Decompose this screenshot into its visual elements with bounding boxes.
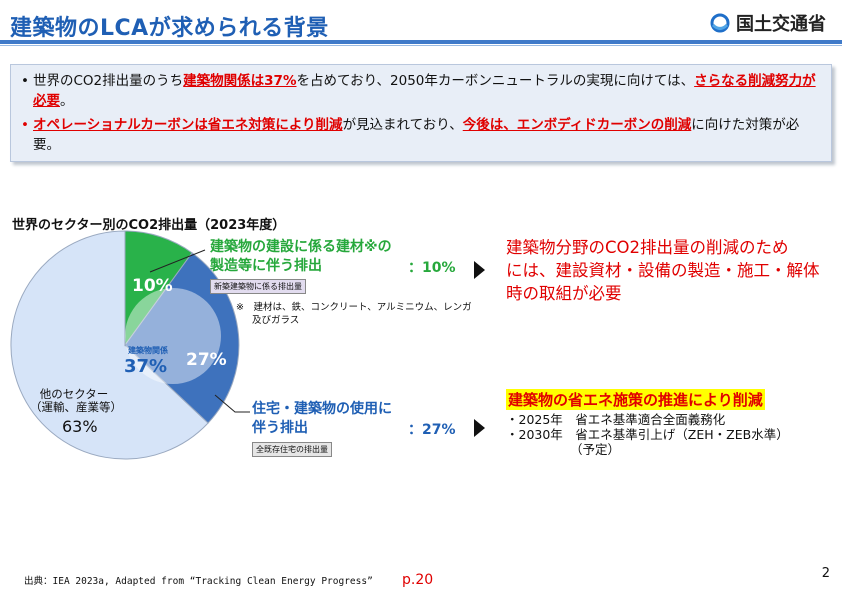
pie-inner-highlight: [125, 288, 221, 384]
materials-callout-line1: 建築物の建設に係る建材※の: [210, 239, 392, 255]
materials-callout: 建築物の建設に係る建材※の 製造等に伴う排出: [210, 238, 392, 276]
usage-callout: 住宅・建築物の使用に 伴う排出: [252, 400, 392, 438]
bullet: •: [21, 117, 29, 133]
other-label-line1: 他のセクター: [39, 387, 109, 401]
title-rule: [0, 40, 842, 44]
pie-slice-other: [10, 230, 209, 460]
usage-tag: 全既存住宅の排出量: [252, 442, 332, 457]
page-title: 建築物のLCAが求められる背景: [10, 16, 329, 41]
pie-slice-usage: [124, 252, 240, 424]
materials-callout-line2: 製造等に伴う排出: [210, 258, 322, 274]
inner-label-text: 建築物関係: [128, 346, 168, 355]
other-value: 63%: [62, 417, 98, 436]
summary-highlight: オペレーショナルカーボンは省エネ対策により削減: [33, 117, 343, 133]
ministry-name: 国土交通省: [736, 14, 826, 35]
materials-note: ※ 建材は、鉄、コンクリート、アルミニウム、レンガ 及びガラス: [236, 301, 472, 327]
summary-highlight: 建築物関係は37%: [183, 73, 297, 89]
arrow-right-icon: [474, 261, 485, 279]
summary-text: を占めており、2050年カーボンニュートラルの実現に向けては、: [296, 73, 695, 89]
other-label-line2: （運輸、産業等）: [30, 400, 122, 414]
inner-label-value: 37%: [124, 356, 168, 377]
materials-note-line1: ※ 建材は、鉄、コンクリート、アルミニウム、レンガ: [236, 302, 472, 313]
materials-note-line2: 及びガラス: [252, 315, 300, 326]
slice-label-materials: 10%: [132, 276, 173, 296]
usage-value: ：27%: [408, 422, 456, 438]
schedule-item-note: （予定）: [570, 442, 621, 457]
summary-text: が見込まれており、: [342, 117, 463, 133]
summary-box: • 世界のCO2排出量のうち建築物関係は37%を占めており、2050年カーボンニ…: [10, 64, 832, 162]
embodied-result: 建築物分野のCO2排出量の削減のため には、建設資材・設備の製造・施工・解体 時…: [506, 236, 820, 305]
materials-tag: 新築建築物に係る排出量: [210, 279, 306, 294]
operational-headline: 建築物の省エネ施策の推進により削減: [506, 389, 765, 410]
other-label: 他のセクター （運輸、産業等）: [30, 387, 122, 414]
summary-highlight: さらなる削減努力が必要: [33, 73, 816, 109]
title-rule-thin: [0, 45, 842, 46]
bullet: •: [21, 73, 29, 89]
summary-highlight: 今後は、エンボディドカーボンの削減: [462, 117, 692, 133]
summary-line-2: • オペレーショナルカーボンは省エネ対策により削減が見込まれており、今後は、エン…: [21, 115, 821, 155]
mlit-logo-icon: [710, 13, 730, 33]
page-reference: p.20: [402, 572, 434, 588]
usage-callout-line2: 伴う排出: [252, 420, 308, 436]
source-citation: 出典：IEA 2023a, Adapted from “Tracking Cle…: [24, 576, 373, 587]
summary-text: 。: [60, 93, 74, 109]
materials-value: ：10%: [408, 260, 456, 276]
summary-line-1: • 世界のCO2排出量のうち建築物関係は37%を占めており、2050年カーボンニ…: [21, 71, 821, 111]
embodied-result-line2: には、建設資材・設備の製造・施工・解体: [506, 261, 820, 280]
leader-line-usage: [214, 394, 250, 413]
pie-slice-materials: [124, 230, 193, 347]
usage-callout-line1: 住宅・建築物の使用に: [252, 401, 392, 417]
operational-schedule: ・2025年 省エネ基準適合全面義務化 ・2030年 省エネ基準引上げ（ZEH・…: [506, 412, 789, 457]
arrow-right-icon: [474, 419, 485, 437]
summary-text: 世界のCO2排出量のうち: [33, 73, 184, 89]
schedule-item-2025: ・2025年 省エネ基準適合全面義務化: [506, 412, 726, 427]
summary-text: に向けた対策が必要。: [33, 117, 800, 153]
chart-title: 世界のセクター別のCO2排出量（2023年度）: [12, 218, 286, 233]
page-number: 2: [821, 566, 830, 581]
ministry-brand: 国土交通省: [710, 10, 826, 36]
leader-line-materials: [149, 249, 206, 273]
embodied-result-line3: 時の取組が必要: [506, 284, 622, 303]
embodied-result-line1: 建築物分野のCO2排出量の削減のため: [506, 238, 789, 257]
schedule-item-2030: ・2030年 省エネ基準引上げ（ZEH・ZEB水準）: [506, 427, 789, 442]
slice-label-usage: 27%: [186, 350, 227, 370]
